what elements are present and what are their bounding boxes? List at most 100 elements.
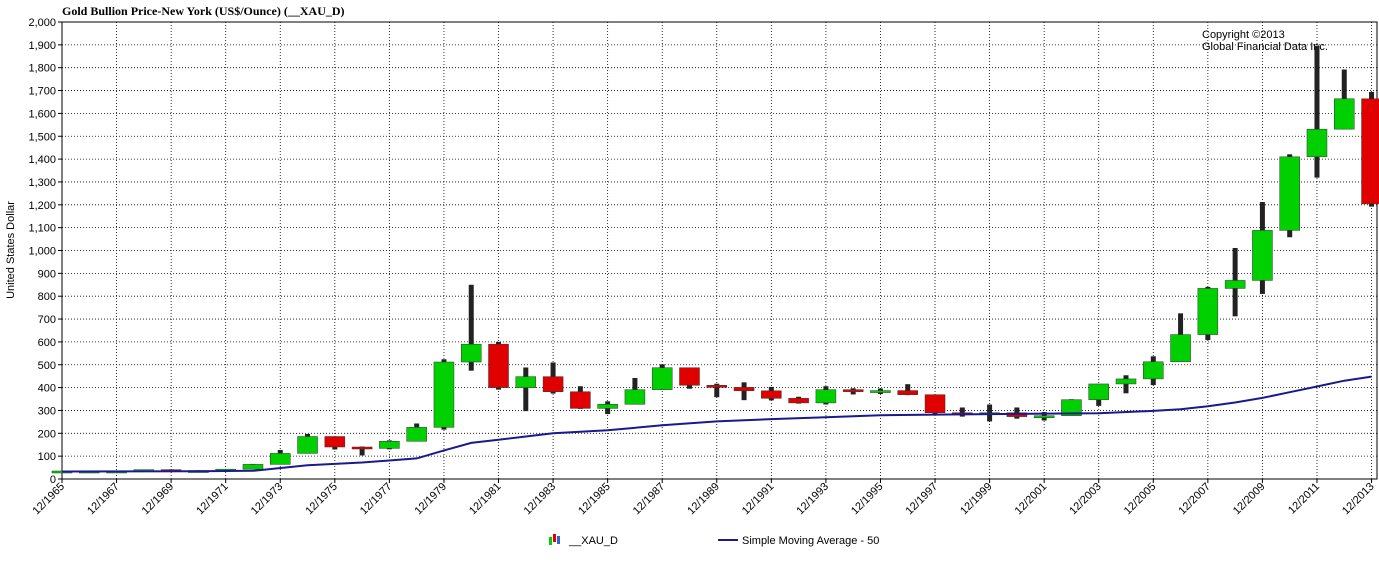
candle-wick: [468, 284, 474, 371]
candle-body: [842, 389, 864, 392]
candle-body: [651, 367, 673, 390]
legend: __XAU_D Simple Moving Average - 50: [549, 534, 879, 547]
candle-body: [733, 387, 755, 392]
candle-wick: [959, 407, 965, 417]
x-tick-label: 12/1999: [958, 481, 995, 518]
x-axis-ticks: 12/1965 12/1967 12/1969 12/1971 12/1973 12/19…: [31, 479, 1377, 517]
candle-body: [515, 376, 537, 388]
candle-body: [761, 390, 782, 399]
candle-body: [433, 361, 455, 428]
x-tick-label: 12/1987: [631, 481, 668, 518]
candle-body: [815, 389, 837, 404]
y-axis-ticks: 0 100 200 300 400 500 600 700 800 900 1,000 1,100 1,…: [28, 17, 62, 486]
candlestick-legend-icon: [549, 534, 560, 545]
y-tick-label: 700: [38, 314, 56, 326]
sma-series-line: [61, 375, 1372, 473]
candle-body: [679, 367, 700, 386]
candle-body: [597, 404, 618, 409]
x-tick-label: 12/1997: [904, 481, 941, 518]
candle-body: [870, 390, 891, 393]
x-tick-label: 12/2005: [1122, 481, 1159, 518]
candle-body: [460, 343, 482, 363]
x-tick-label: 12/1985: [576, 481, 613, 518]
candle-body: [1224, 280, 1246, 289]
y-tick-label: 1,200: [28, 200, 56, 212]
y-tick-label: 1,900: [28, 40, 56, 52]
copyright-line-1: Copyright ©2013: [1202, 29, 1285, 41]
candle-body: [351, 446, 373, 450]
y-tick-label: 400: [38, 383, 56, 395]
x-tick-label: 12/1973: [249, 481, 286, 518]
candle-body: [297, 436, 318, 454]
candle-body: [1279, 156, 1300, 231]
candle-wick: [523, 367, 529, 412]
candle-body: [324, 436, 346, 448]
x-tick-label: 12/1983: [522, 481, 559, 518]
y-tick-label: 900: [38, 268, 56, 280]
x-tick-label: 12/2001: [1013, 481, 1050, 518]
candle-body: [1361, 98, 1379, 205]
y-tick-label: 100: [38, 451, 56, 463]
candle-body: [1306, 128, 1328, 158]
candle-wick: [714, 383, 720, 398]
candle-body: [379, 441, 400, 449]
candle-body: [924, 394, 946, 413]
y-tick-label: 1,600: [28, 108, 56, 120]
y-tick-label: 1,700: [28, 86, 56, 98]
candle-body: [1170, 334, 1191, 363]
x-tick-label: 12/1969: [140, 481, 177, 518]
y-axis-label: United States Dollar: [5, 201, 17, 299]
y-tick-label: 800: [38, 291, 56, 303]
candle-wick: [905, 384, 911, 396]
y-tick-label: 1,000: [28, 246, 56, 258]
x-tick-label: 12/1975: [303, 481, 340, 518]
candle-wick: [741, 382, 747, 401]
x-tick-label: 12/2009: [1231, 481, 1268, 518]
y-tick-label: 200: [38, 428, 56, 440]
candle-body: [706, 385, 728, 388]
x-tick-label: 12/1971: [194, 481, 231, 518]
candle-body: [1252, 230, 1273, 281]
legend-label-xau: __XAU_D: [568, 535, 618, 547]
y-tick-label: 1,500: [28, 131, 56, 143]
candle-body: [788, 398, 809, 404]
y-tick-label: 1,800: [28, 63, 56, 75]
x-tick-label: 12/2011: [1286, 481, 1322, 517]
chart-title: Gold Bullion Price-New York (US$/Ounce) …: [62, 4, 345, 18]
candle-body: [1115, 378, 1137, 385]
x-tick-label: 12/2013: [1340, 481, 1377, 518]
x-tick-label: 12/1977: [358, 481, 395, 518]
y-tick-label: 1,300: [28, 177, 56, 189]
candle-body: [270, 453, 291, 465]
y-tick-label: 600: [38, 337, 56, 349]
x-tick-label: 12/1991: [740, 481, 777, 518]
y-tick-label: 300: [38, 405, 56, 417]
candle-body: [406, 427, 427, 442]
grid-lines: [62, 22, 1377, 479]
y-tick-label: 0: [50, 474, 56, 486]
candle-body: [1088, 383, 1109, 400]
candle-wick: [1314, 45, 1320, 178]
x-tick-label: 12/2003: [1067, 481, 1104, 518]
candle-body: [624, 389, 646, 405]
candle-wick: [359, 446, 365, 456]
candle-body: [1197, 288, 1219, 335]
y-tick-label: 500: [38, 360, 56, 372]
candle-body: [897, 390, 918, 395]
legend-label-sma: Simple Moving Average - 50: [742, 535, 879, 547]
candle-body: [542, 376, 564, 392]
candle-body: [488, 343, 509, 388]
y-tick-label: 2,000: [28, 17, 56, 29]
candle-body: [1143, 361, 1164, 380]
candle-body: [1061, 399, 1082, 416]
x-tick-label: 12/1967: [85, 481, 122, 518]
copyright-line-2: Global Financial Data Inc.: [1202, 41, 1328, 53]
candle-body: [570, 391, 591, 409]
x-tick-label: 12/1979: [412, 481, 449, 518]
x-tick-label: 12/1989: [685, 481, 722, 518]
candle-body: [242, 464, 264, 470]
y-tick-label: 1,400: [28, 154, 56, 166]
x-tick-label: 12/1995: [849, 481, 886, 518]
candlestick-series: [51, 45, 1379, 474]
